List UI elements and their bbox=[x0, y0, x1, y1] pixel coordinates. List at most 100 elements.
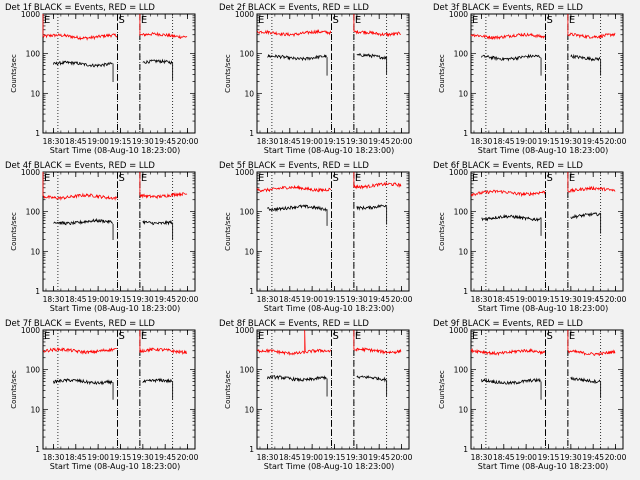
marker-label: E bbox=[44, 173, 50, 184]
y-tick-label: 1000 bbox=[235, 326, 254, 335]
x-tick-label: 19:00 bbox=[301, 295, 323, 304]
marker-label: S bbox=[547, 331, 553, 342]
plot-frame bbox=[256, 329, 410, 450]
x-tick-label: 18:45 bbox=[65, 137, 87, 146]
events-series-line bbox=[53, 378, 113, 386]
y-tick-label: 1 bbox=[463, 287, 468, 296]
x-tick-label: 19:00 bbox=[87, 453, 109, 462]
x-tick-label: 19:45 bbox=[368, 295, 390, 304]
y-tick-label: 10 bbox=[458, 405, 468, 414]
x-tick-label: 20:00 bbox=[391, 295, 413, 304]
y-tick-label: 100 bbox=[240, 50, 255, 59]
events-series-line bbox=[356, 53, 387, 61]
lld-series-line bbox=[42, 172, 118, 201]
x-tick-label: 18:45 bbox=[279, 295, 301, 304]
x-tick-label: 19:15 bbox=[538, 295, 560, 304]
y-axis-label: Counts/sec bbox=[224, 370, 232, 409]
y-tick-label: 100 bbox=[26, 366, 41, 375]
x-tick-label: 18:30 bbox=[43, 295, 65, 304]
y-tick-label: 1 bbox=[249, 287, 254, 296]
panel-title: Det 2f BLACK = Events, RED = LLD bbox=[219, 3, 369, 13]
x-tick-label: 20:00 bbox=[177, 453, 199, 462]
marker-label: E bbox=[258, 331, 264, 342]
x-axis-title: Start Time (08-Aug-10 18:23:00) bbox=[264, 462, 395, 471]
y-axis-label: Counts/sec bbox=[224, 54, 232, 93]
marker-label: E bbox=[472, 173, 478, 184]
plot-frame bbox=[470, 171, 624, 292]
lld-series-line bbox=[42, 347, 117, 355]
marker-label: E bbox=[141, 173, 147, 184]
y-tick-label: 1 bbox=[35, 445, 40, 454]
x-tick-label: 18:30 bbox=[43, 137, 65, 146]
marker-label: E bbox=[258, 15, 264, 26]
x-axis-title: Start Time (08-Aug-10 18:23:00) bbox=[50, 146, 181, 155]
x-tick-label: 19:45 bbox=[368, 453, 390, 462]
x-axis-title: Start Time (08-Aug-10 18:23:00) bbox=[478, 462, 609, 471]
detector-panel: Det 5f BLACK = Events, RED = LLD 1 10 100 10… bbox=[219, 161, 413, 313]
y-tick-label: 1 bbox=[249, 445, 254, 454]
lld-series-line bbox=[567, 330, 616, 356]
lld-series-line bbox=[256, 28, 332, 38]
x-tick-label: 20:00 bbox=[605, 295, 627, 304]
y-tick-label: 100 bbox=[240, 208, 255, 217]
y-tick-label: 100 bbox=[240, 366, 255, 375]
y-tick-label: 1000 bbox=[21, 326, 40, 335]
marker-label: E bbox=[141, 15, 147, 26]
y-axis-label: Counts/sec bbox=[10, 54, 18, 93]
x-tick-label: 18:45 bbox=[493, 137, 515, 146]
y-tick-label: 10 bbox=[458, 89, 468, 98]
x-tick-label: 20:00 bbox=[605, 137, 627, 146]
y-tick-label: 1 bbox=[249, 129, 254, 138]
panel-title: Det 1f BLACK = Events, RED = LLD bbox=[5, 3, 155, 13]
marker-label: S bbox=[547, 173, 553, 184]
y-axis-label: Counts/sec bbox=[438, 54, 446, 93]
plot-frame bbox=[42, 13, 196, 134]
x-tick-label: 19:30 bbox=[132, 137, 154, 146]
x-tick-label: 18:30 bbox=[43, 453, 65, 462]
x-tick-label: 18:45 bbox=[279, 137, 301, 146]
y-tick-label: 10 bbox=[458, 247, 468, 256]
lld-series-line bbox=[139, 172, 188, 200]
x-tick-label: 19:00 bbox=[87, 137, 109, 146]
plot-frame bbox=[470, 13, 624, 134]
x-tick-label: 19:45 bbox=[154, 453, 176, 462]
panel-title: Det 8f BLACK = Events, RED = LLD bbox=[219, 319, 369, 329]
y-tick-label: 10 bbox=[244, 247, 254, 256]
panel-title: Det 3f BLACK = Events, RED = LLD bbox=[433, 3, 583, 13]
x-tick-label: 19:30 bbox=[560, 137, 582, 146]
x-tick-label: 19:45 bbox=[582, 137, 604, 146]
marker-label: S bbox=[119, 331, 125, 342]
marker-label: E bbox=[355, 15, 361, 26]
x-tick-label: 19:00 bbox=[515, 295, 537, 304]
y-tick-label: 10 bbox=[244, 405, 254, 414]
y-tick-label: 1000 bbox=[449, 326, 468, 335]
lld-series-line bbox=[470, 32, 546, 41]
events-series-line bbox=[481, 213, 541, 222]
x-tick-label: 19:00 bbox=[87, 295, 109, 304]
x-tick-label: 19:30 bbox=[132, 295, 154, 304]
x-tick-label: 19:30 bbox=[132, 453, 154, 462]
x-tick-label: 19:30 bbox=[346, 137, 368, 146]
panel-title: Det 7f BLACK = Events, RED = LLD bbox=[5, 319, 155, 329]
lld-series-line bbox=[256, 329, 331, 356]
lld-series-line bbox=[42, 14, 118, 41]
y-tick-label: 10 bbox=[30, 89, 40, 98]
y-tick-label: 100 bbox=[454, 366, 469, 375]
x-tick-label: 20:00 bbox=[605, 453, 627, 462]
events-series-line bbox=[356, 204, 387, 211]
y-tick-label: 100 bbox=[26, 50, 41, 59]
events-series-line bbox=[142, 219, 173, 226]
x-axis-title: Start Time (08-Aug-10 18:23:00) bbox=[264, 146, 395, 155]
plot-frame bbox=[256, 171, 410, 292]
x-tick-label: 19:15 bbox=[538, 137, 560, 146]
y-tick-label: 1 bbox=[463, 129, 468, 138]
marker-label: S bbox=[119, 15, 125, 26]
x-axis-title: Start Time (08-Aug-10 18:23:00) bbox=[478, 304, 609, 313]
y-tick-label: 100 bbox=[26, 208, 41, 217]
y-tick-label: 1000 bbox=[449, 10, 468, 19]
detector-panel: Det 2f BLACK = Events, RED = LLD 1 10 100 10… bbox=[219, 3, 413, 155]
x-tick-label: 18:30 bbox=[471, 137, 493, 146]
x-tick-label: 18:30 bbox=[471, 295, 493, 304]
marker-label: E bbox=[141, 331, 147, 342]
